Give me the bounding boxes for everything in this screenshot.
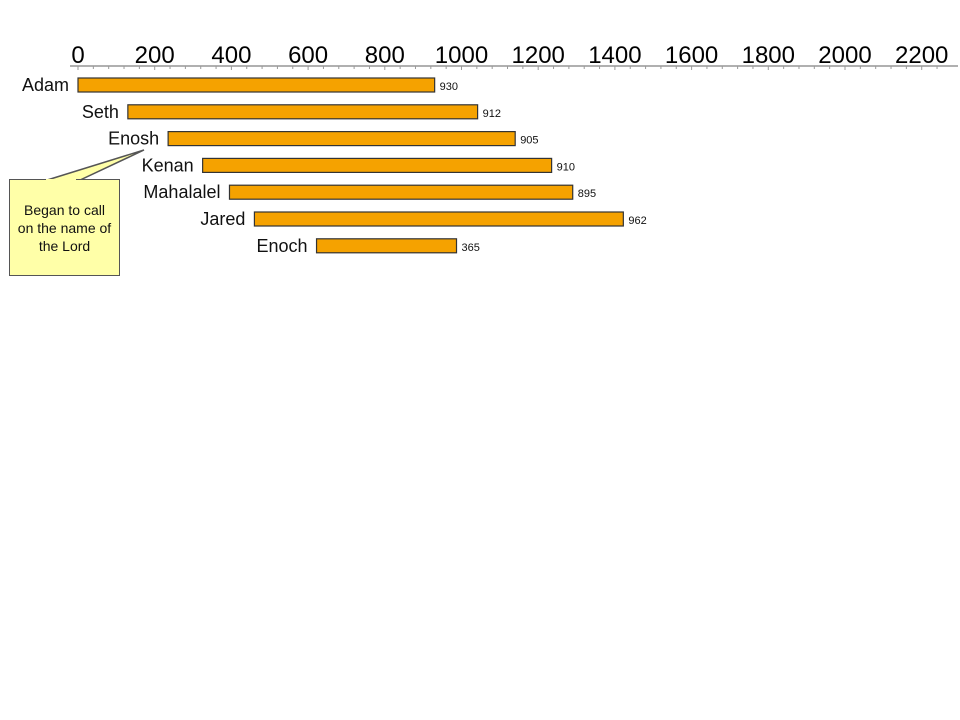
bar-name-label: Adam bbox=[22, 75, 69, 95]
bar-name-label: Enosh bbox=[108, 129, 159, 149]
callout-pointer bbox=[43, 149, 145, 182]
x-tick-label: 400 bbox=[211, 42, 251, 69]
bar-name-label: Seth bbox=[82, 102, 119, 122]
bar-adam bbox=[77, 77, 436, 93]
x-axis: 0 200 400 600 800 1000 1200 1400 1600 1800 2000 220… bbox=[70, 42, 958, 70]
bar-value-label: 905 bbox=[520, 135, 538, 147]
bar-name-label: Kenan bbox=[142, 155, 194, 175]
bar-name-label: Enoch bbox=[256, 236, 307, 256]
bar-kenan bbox=[202, 157, 553, 173]
x-tick-label: 1800 bbox=[742, 42, 795, 69]
bars: Adam 930 Seth 912 Enosh 905 Kenan 910 Mahalalel 8… bbox=[22, 75, 647, 256]
bar-enoch bbox=[315, 238, 458, 254]
bar-value-label: 895 bbox=[578, 188, 596, 200]
x-tick-label: 1400 bbox=[588, 42, 641, 69]
bar-value-label: 365 bbox=[462, 242, 480, 254]
bar-enosh bbox=[167, 131, 516, 147]
bar-name-label: Jared bbox=[200, 209, 245, 229]
bar-jared bbox=[253, 211, 624, 227]
x-tick-label: 0 bbox=[71, 42, 84, 69]
bar-seth bbox=[127, 104, 479, 120]
bar-value-label: 910 bbox=[557, 161, 575, 173]
annotation-text: Began to call on the name of the Lord bbox=[17, 201, 112, 254]
x-tick-label: 600 bbox=[288, 42, 328, 69]
x-tick-label: 1000 bbox=[435, 42, 488, 69]
bar-value-label: 912 bbox=[483, 108, 501, 120]
annotation-callout: Began to call on the name of the Lord bbox=[9, 179, 120, 276]
bar-value-label: 962 bbox=[628, 215, 646, 227]
x-tick-label: 1200 bbox=[512, 42, 565, 69]
x-tick-label: 1600 bbox=[665, 42, 718, 69]
x-tick-label: 200 bbox=[135, 42, 175, 69]
x-tick-label: 2000 bbox=[818, 42, 871, 69]
bar-mahalalel bbox=[228, 184, 574, 200]
x-tick-label: 800 bbox=[365, 42, 405, 69]
x-tick-label: 2200 bbox=[895, 42, 948, 69]
bar-name-label: Mahalalel bbox=[143, 182, 220, 202]
bar-value-label: 930 bbox=[440, 81, 458, 93]
